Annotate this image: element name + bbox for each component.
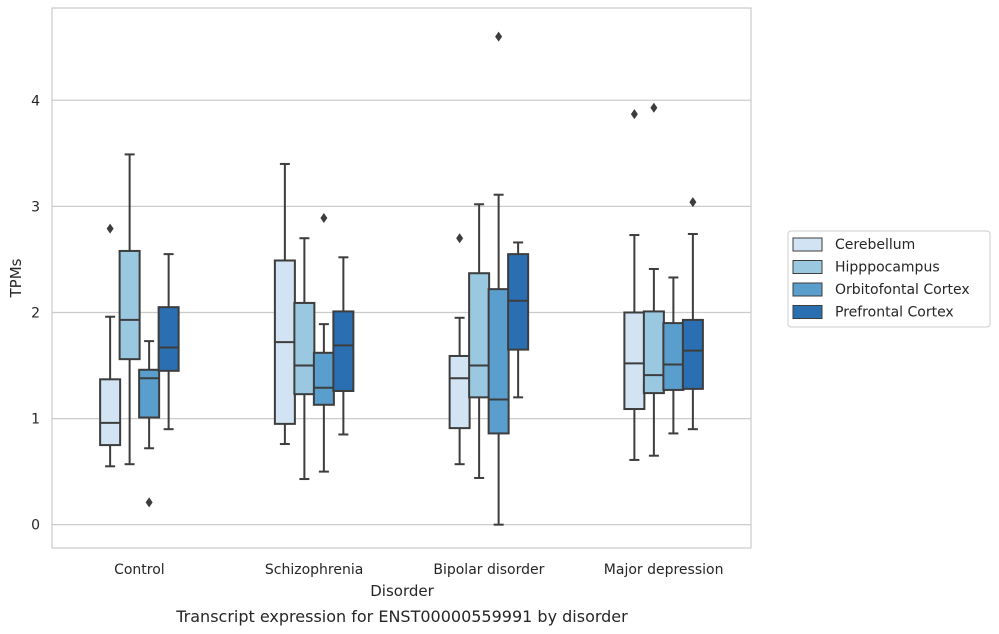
y-tick-label: 4 <box>31 93 40 109</box>
legend-swatch <box>792 282 823 297</box>
box-0-1 <box>273 162 296 446</box>
box-3-1 <box>332 256 355 436</box>
x-axis-label: Disorder <box>370 582 434 600</box>
box-iqr <box>507 253 530 351</box>
box-iqr <box>642 310 665 395</box>
outlier-point <box>106 223 114 234</box>
legend-swatch <box>792 237 823 252</box>
x-tick-label: Control <box>114 562 165 578</box>
box-2-0 <box>138 340 161 508</box>
box-iqr <box>312 351 335 406</box>
box-1-0 <box>118 153 141 466</box>
y-tick-label: 2 <box>31 305 40 321</box>
legend-swatch <box>792 305 823 319</box>
outlier-point <box>689 197 697 208</box>
boxes <box>99 31 704 526</box>
box-iqr <box>118 249 141 361</box>
box-3-2 <box>507 241 530 399</box>
legend-frame <box>787 230 991 328</box>
box-iqr <box>99 378 122 447</box>
box-0-0 <box>99 223 122 468</box>
box-2-1 <box>312 213 335 473</box>
y-tick-label: 0 <box>31 518 40 534</box>
box-iqr <box>662 322 685 391</box>
x-tick-label: Bipolar disorder <box>433 562 544 578</box>
legend-label: Cerebellum <box>835 237 915 253</box>
plot-background <box>51 7 752 549</box>
legend-label: Hipppocampus <box>835 260 940 276</box>
box-iqr <box>623 311 646 411</box>
box-1-1 <box>293 237 316 481</box>
box-0-3 <box>623 109 646 461</box>
outlier-point <box>495 31 503 42</box>
box-3-3 <box>681 197 704 431</box>
chart-caption: Transcript expression for ENST0000055999… <box>175 607 628 626</box>
outlier-point <box>145 497 153 508</box>
box-iqr <box>487 288 510 435</box>
outlier-point <box>320 213 328 224</box>
x-tick-label: Schizophrenia <box>265 562 363 578</box>
y-tick-label: 1 <box>31 412 40 428</box>
box-2-2 <box>487 31 510 526</box>
legend-label: Orbitofontal Cortex <box>835 282 970 298</box>
legend: Cerebellum Hipppocampus Orbitofontal Corte… <box>787 230 991 328</box>
outlier-point <box>650 102 658 113</box>
outlier-point <box>456 233 464 244</box>
y-axis-label: TPMs <box>7 258 25 298</box>
box-iqr <box>157 306 180 372</box>
box-iqr <box>448 354 471 430</box>
box-iqr <box>138 368 161 419</box>
outlier-point <box>630 109 638 120</box>
y-tick-label: 3 <box>31 199 40 215</box>
box-iqr <box>681 318 704 390</box>
legend-swatch <box>792 260 823 274</box>
legend-label: Prefrontal Cortex <box>835 305 954 321</box>
box-iqr <box>332 310 355 392</box>
box-iqr <box>468 272 491 399</box>
y-axis-ticks: 0 1 2 3 4 <box>31 93 40 533</box>
box-iqr <box>293 301 316 396</box>
box-3-0 <box>157 253 180 431</box>
x-tick-label: Major depression <box>604 562 724 578</box>
x-axis-ticks: Control Schizophrenia Bipolar disorder Majo… <box>114 562 723 578</box>
